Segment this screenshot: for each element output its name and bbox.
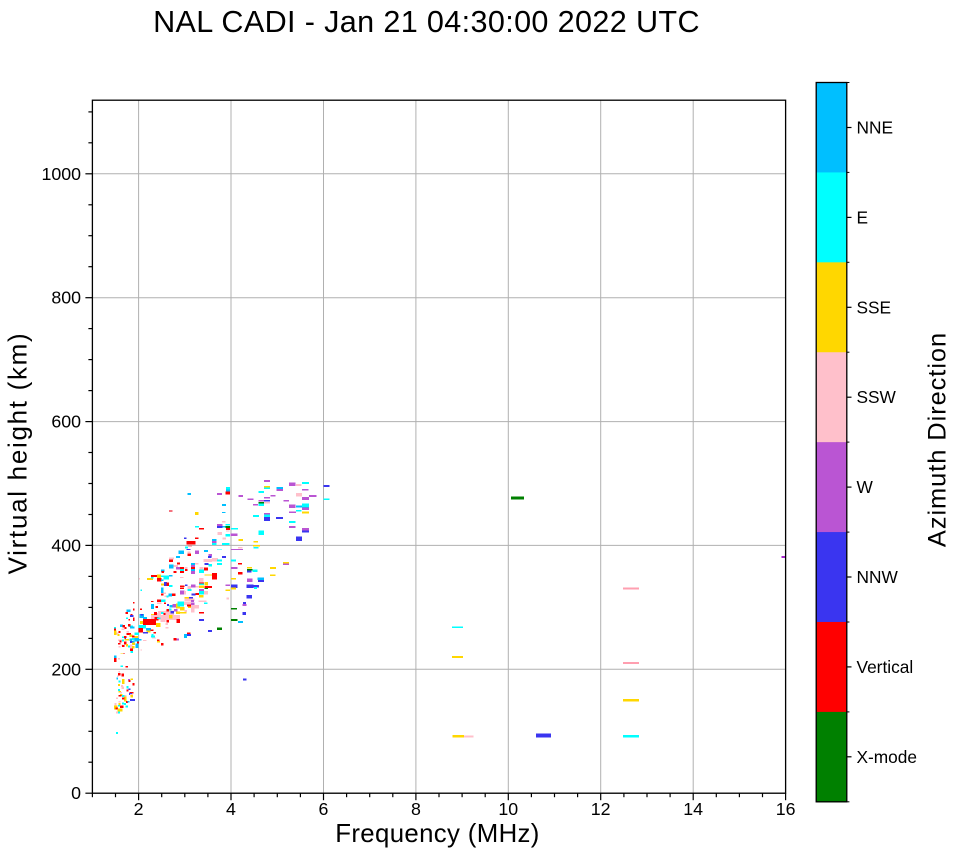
svg-text:4: 4 (226, 799, 236, 819)
svg-text:16: 16 (776, 799, 796, 819)
svg-text:14: 14 (683, 799, 703, 819)
svg-text:1000: 1000 (41, 164, 81, 184)
svg-text:SSW: SSW (857, 387, 897, 407)
svg-text:Vertical: Vertical (857, 657, 914, 677)
svg-text:8: 8 (411, 799, 421, 819)
svg-text:400: 400 (51, 535, 81, 555)
svg-text:W: W (857, 477, 874, 497)
svg-text:0: 0 (71, 783, 81, 803)
svg-text:200: 200 (51, 659, 81, 679)
svg-text:2: 2 (134, 799, 144, 819)
svg-text:Frequency (MHz): Frequency (MHz) (335, 820, 540, 848)
svg-text:Virtual height (km): Virtual height (km) (3, 332, 33, 575)
svg-text:6: 6 (319, 799, 329, 819)
svg-text:600: 600 (51, 412, 81, 432)
svg-text:NNW: NNW (857, 567, 899, 587)
svg-text:NNE: NNE (857, 118, 894, 138)
svg-text:800: 800 (51, 288, 81, 308)
svg-text:12: 12 (591, 799, 611, 819)
svg-text:10: 10 (498, 799, 518, 819)
svg-text:SSE: SSE (857, 297, 892, 317)
svg-text:NAL CADI - Jan 21 04:30:00 202: NAL CADI - Jan 21 04:30:00 2022 UTC (153, 5, 700, 39)
svg-text:E: E (857, 207, 869, 227)
svg-text:X-mode: X-mode (857, 747, 918, 767)
svg-text:Azimuth Direction: Azimuth Direction (924, 332, 952, 547)
